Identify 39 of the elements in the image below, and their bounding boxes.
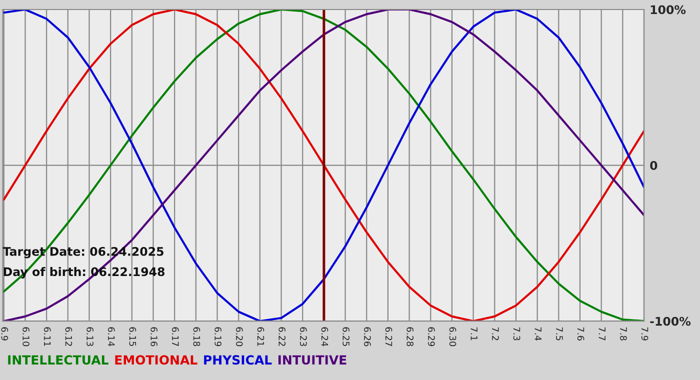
x-tick-label: 7.6 [577,327,584,340]
x-tick-label: 6.9 [1,327,8,340]
x-tick-label: 6.30 [449,327,456,346]
x-tick-label: 6.25 [342,327,350,346]
x-tick-label: 6.11 [44,327,51,346]
x-tick-label: 6.28 [406,327,414,346]
x-tick-label: 7.2 [492,327,499,340]
x-tick-label: 7.1 [470,327,478,340]
text: INTUITIVE [278,355,346,365]
x-tick-label: 7.8 [620,327,627,340]
x-tick-label: 6.26 [364,327,371,346]
x-tick-label: 7.9 [641,327,648,340]
text: EMOTIONAL [115,355,198,365]
x-tick-label: 7.4 [534,327,542,341]
text: INTELLECTUAL [8,355,108,365]
x-tick-label: 6.17 [172,327,179,346]
x-tick-label: 6.23 [300,327,307,346]
line-series [2,10,644,322]
x-tick-label: 6.20 [236,327,243,346]
x-tick-label: 6.18 [193,327,200,346]
x-tick-label: 6.29 [428,327,435,346]
x-tick-label: 7.5 [556,327,563,340]
x-tick-label: 7.3 [513,327,520,340]
x-tick-label: 6.15 [129,327,136,346]
x-tick-label: 6.19 [214,327,222,346]
x-tick-label: 6.12 [65,327,72,346]
x-tick-label: 6.22 [278,327,286,346]
y-tick-label: 0 [650,161,658,170]
y-tick-label: 100% [650,5,686,14]
text: PHYSICAL [204,355,272,365]
y-tick-label: -100% [650,316,691,326]
x-tick-label: 6.13 [86,327,94,346]
x-tick-label: 6.14 [108,327,115,346]
x-tick-label: 6.24 [321,327,328,346]
x-tick-label: 6.16 [150,327,158,346]
x-tick-label: 6.27 [385,327,392,346]
x-tick-label: 6.10 [22,327,30,346]
x-tick-label: 6.21 [257,327,264,346]
x-tick-label: 7.7 [598,327,606,340]
